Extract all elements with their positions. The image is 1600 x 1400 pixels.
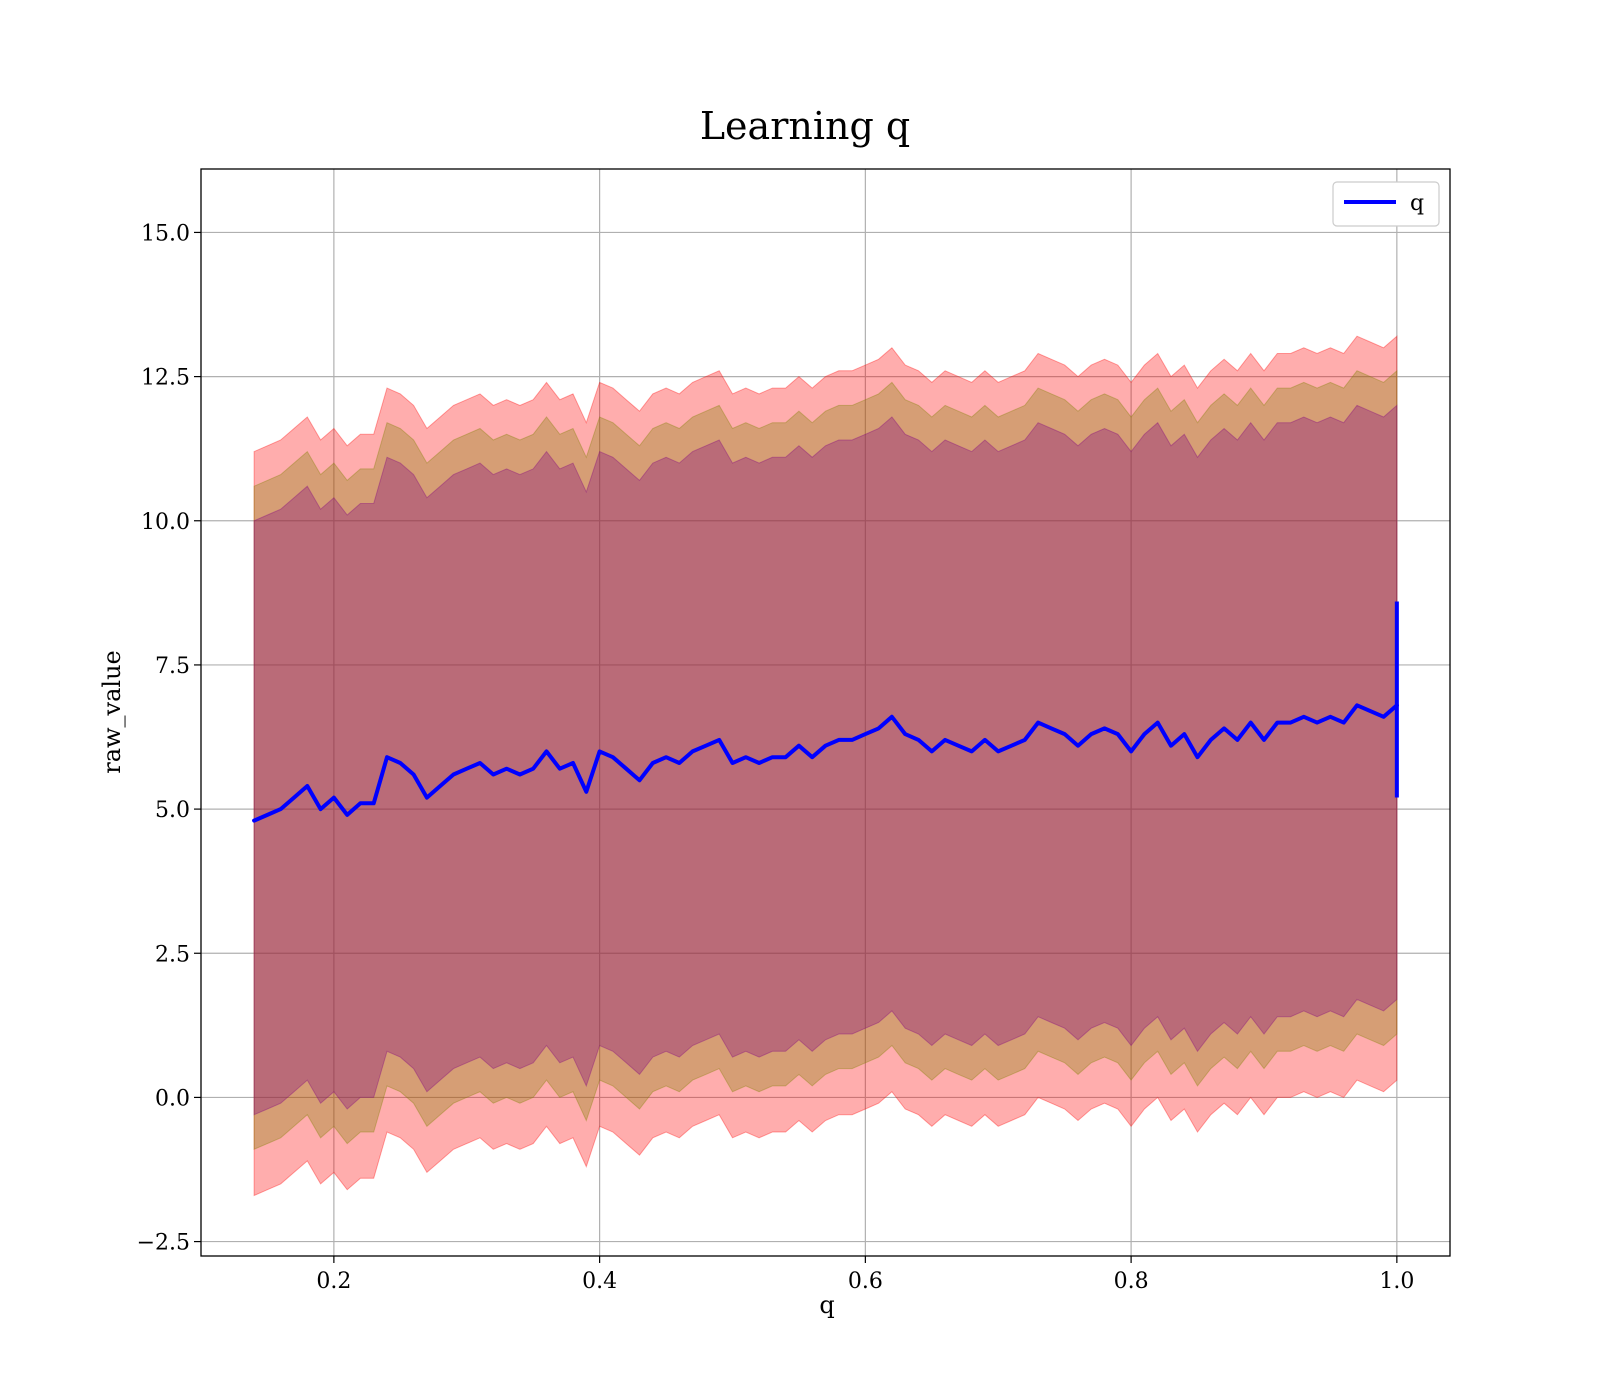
y-axis-label: raw_value	[98, 650, 126, 774]
y-tick-label-5: 10.0	[141, 510, 190, 535]
series-line-q	[252, 703, 1399, 823]
plot-frame	[200, 168, 1451, 1257]
y-tick-label-1: 0.0	[155, 1086, 190, 1111]
y-tick-label-3: 5.0	[155, 798, 190, 823]
x-tick-label-3: 0.8	[1114, 1269, 1149, 1294]
band-2	[253, 404, 1398, 1116]
legend-label-q: q	[1410, 191, 1424, 216]
legend: q	[1332, 181, 1440, 227]
y-tick-label-6: 12.5	[141, 366, 190, 391]
y-tick-label-7: 15.0	[141, 221, 190, 246]
x-tick-label-2: 0.6	[848, 1269, 883, 1294]
y-tick-label-2: 2.5	[155, 942, 190, 967]
x-tick-label-0: 0.2	[316, 1269, 351, 1294]
x-axis-label: q	[819, 1291, 834, 1319]
plot-area: 0.2 0.4 0.6 0.8 1.0 −2.5 0.0 2.5 5.0 7.5 10.0 12.5 1…	[137, 168, 1451, 1294]
x-tick-label-1: 0.4	[582, 1269, 617, 1294]
chart-title: Learning q	[700, 104, 910, 148]
band-1	[253, 369, 1398, 1151]
x-tick-label-4: 1.0	[1379, 1269, 1414, 1294]
y-tick-label-0: −2.5	[137, 1231, 190, 1256]
band-0	[253, 335, 1398, 1197]
y-tick-label-4: 7.5	[155, 654, 190, 679]
